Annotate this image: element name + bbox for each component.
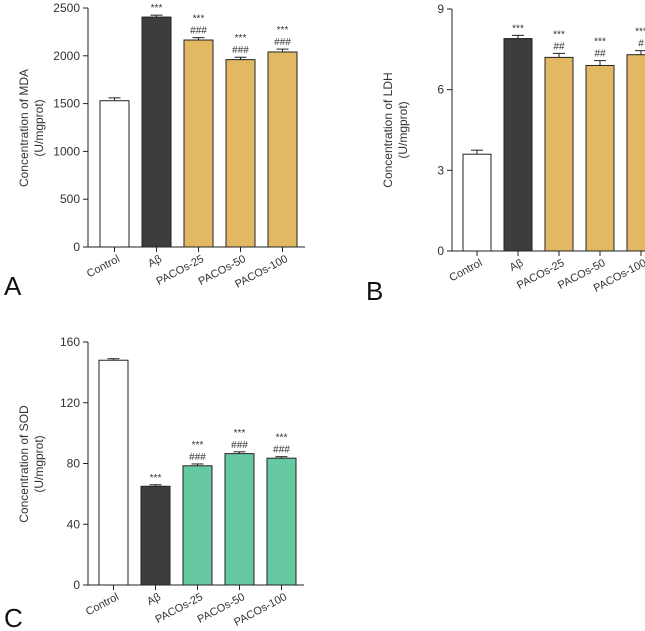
significance-label-pacos-50: *** xyxy=(594,37,606,48)
bar-pacos-25 xyxy=(182,465,213,586)
y-tick-label: 1000 xyxy=(53,144,80,158)
y-tick-label: 40 xyxy=(67,517,81,531)
panel-mda-chart: A Concentration of MDA (U/mgprot) 0 500 10… xyxy=(4,1,305,301)
x-tick-label-control: Control xyxy=(84,591,121,618)
y-tick-label: 0 xyxy=(437,244,444,258)
bar-abeta xyxy=(141,16,172,248)
y-axis-unit: (U/mgprot) xyxy=(32,99,46,156)
significance-label-pacos-50: *** xyxy=(235,33,247,44)
panel-label: C xyxy=(4,603,23,631)
bar-abeta xyxy=(140,485,171,586)
y-axis-unit: (U/mgprot) xyxy=(396,101,410,158)
y-tick-label: 9 xyxy=(437,2,444,16)
bar-pacos-25 xyxy=(544,56,574,252)
significance-label-pacos-100: ### xyxy=(273,445,290,456)
significance-label-pacos-100: # xyxy=(638,39,644,50)
x-tick-label-control: Control xyxy=(85,253,122,280)
bar-control xyxy=(99,100,130,248)
significance-label-pacos-25: *** xyxy=(193,14,205,25)
significance-label-pacos-25: ### xyxy=(189,452,206,463)
significance-label-pacos-50: *** xyxy=(234,428,246,439)
bar-pacos-25 xyxy=(183,39,214,248)
bar-pacos-50 xyxy=(585,64,615,252)
y-tick-label: 2000 xyxy=(53,49,80,63)
y-tick-label: 1500 xyxy=(53,97,80,111)
significance-label-pacos-25: *** xyxy=(553,29,565,40)
x-tick-label-control: Control xyxy=(447,257,484,284)
significance-label-pacos-25: ### xyxy=(190,26,207,37)
significance-label-pacos-25: *** xyxy=(192,440,204,451)
significance-label-pacos-50: ### xyxy=(232,45,249,56)
bar-abeta xyxy=(503,38,533,252)
bar-pacos-50 xyxy=(224,453,255,586)
x-tick-label-abeta: Aβ xyxy=(146,253,164,270)
panel-ldh-chart: B Concentration of LDH (U/mgprot) 0 3 6 9 Co… xyxy=(366,2,645,306)
x-tick-label-abeta: Aβ xyxy=(508,257,526,274)
y-tick-label: 80 xyxy=(67,457,81,471)
y-tick-label: 0 xyxy=(73,578,80,592)
significance-label-pacos-50: ### xyxy=(231,440,248,451)
y-axis-title: Concentration of MDA xyxy=(17,69,31,187)
x-tick-label-pacos-25: PACOs-25 xyxy=(154,591,205,626)
bar-pacos-100 xyxy=(267,51,298,248)
significance-label-pacos-100: *** xyxy=(276,433,288,444)
bar-pacos-100 xyxy=(266,457,297,586)
significance-label-abeta: *** xyxy=(512,23,524,34)
significance-label-pacos-100: *** xyxy=(277,25,289,36)
y-tick-label: 6 xyxy=(437,83,444,97)
x-tick-label-abeta: Aβ xyxy=(145,591,163,608)
x-tick-label-pacos-25: PACOs-25 xyxy=(155,253,206,288)
panel-label: A xyxy=(4,271,22,301)
significance-label-pacos-25: ## xyxy=(553,41,565,52)
significance-label-abeta: *** xyxy=(150,473,162,484)
y-axis-title: Concentration of SOD xyxy=(17,405,31,523)
bar-pacos-100 xyxy=(626,54,645,252)
y-tick-label: 2500 xyxy=(53,1,80,15)
y-tick-label: 0 xyxy=(73,240,80,254)
panel-sod-chart: C Concentration of SOD (U/mgprot) 0 40 80 1… xyxy=(4,335,304,631)
bar-pacos-50 xyxy=(225,59,256,248)
significance-label-pacos-100: ### xyxy=(274,37,291,48)
panel-label: B xyxy=(366,276,383,306)
y-axis-unit: (U/mgprot) xyxy=(32,435,46,492)
y-tick-label: 160 xyxy=(60,335,80,349)
significance-label-pacos-100: *** xyxy=(635,27,645,38)
bar-control xyxy=(98,359,129,586)
y-tick-label: 500 xyxy=(60,192,80,206)
y-tick-label: 120 xyxy=(60,396,80,410)
y-tick-label: 3 xyxy=(437,163,444,177)
significance-label-abeta: *** xyxy=(151,3,163,14)
y-axis-title: Concentration of LDH xyxy=(381,72,395,187)
significance-label-pacos-50: ## xyxy=(594,49,606,60)
bar-control xyxy=(462,153,492,252)
